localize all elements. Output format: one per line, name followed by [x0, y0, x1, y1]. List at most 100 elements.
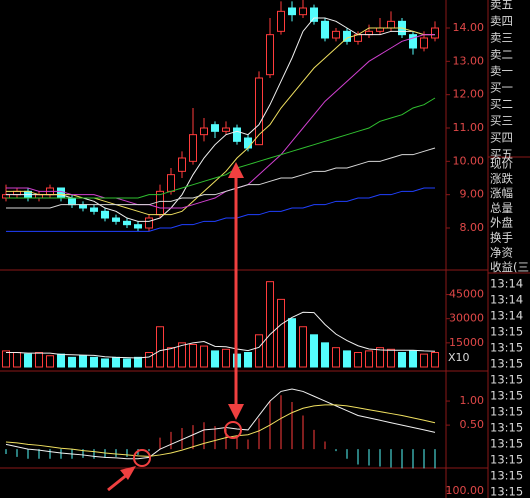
volume-bar — [156, 326, 164, 368]
y-tick-label: 8.00 — [460, 221, 485, 234]
candle-body — [90, 207, 98, 212]
candle-body — [255, 77, 263, 146]
volume-bar — [2, 350, 10, 368]
volume-bar — [409, 350, 417, 368]
info-label: 涨跌 — [490, 171, 513, 185]
quote-label: 买五 — [490, 147, 513, 161]
indicator-line — [6, 27, 435, 216]
time-label: 13:15 — [490, 373, 523, 387]
indicator-line — [6, 97, 436, 199]
quote-label: 买一 — [490, 81, 513, 95]
y-tick-label: 10.00 — [453, 154, 485, 167]
time-label: 13:15 — [490, 421, 523, 435]
candle-body — [277, 10, 285, 32]
volume-bar — [79, 355, 87, 368]
volume-bar — [68, 356, 76, 368]
volume-multiplier: X10 — [448, 351, 470, 364]
volume-bar — [46, 355, 54, 368]
volume-bar — [255, 334, 263, 368]
quote-label: 卖一 — [490, 64, 513, 78]
indicator-line — [6, 187, 435, 232]
time-label: 13:14 — [490, 277, 523, 291]
indicator-line — [6, 34, 435, 209]
volume-bar — [24, 353, 32, 368]
y-tick-label: 45000 — [449, 288, 484, 301]
candle-body — [211, 124, 219, 132]
quote-label: 卖三 — [490, 31, 513, 45]
volume-bar — [244, 352, 252, 368]
candle-body — [332, 30, 340, 39]
candle-body — [112, 217, 120, 222]
candle-body — [343, 30, 351, 42]
time-label: 13:15 — [490, 405, 523, 419]
candle-body — [68, 197, 76, 206]
quote-label: 买四 — [490, 130, 513, 144]
quote-label: 卖四 — [490, 14, 513, 28]
candle-body — [288, 7, 296, 16]
volume-bar — [299, 326, 307, 368]
y-tick-label: 0.50 — [460, 418, 485, 431]
y-tick-label: 12.00 — [453, 88, 485, 101]
candle-body — [200, 127, 208, 136]
y-tick-label: 100.00 — [446, 484, 485, 497]
volume-bar — [387, 348, 395, 368]
time-label: 13:15 — [490, 357, 523, 371]
volume-bar — [13, 352, 21, 368]
time-label: 13:15 — [490, 485, 523, 498]
volume-bar — [112, 356, 120, 368]
candle-body — [123, 220, 131, 226]
y-tick-label: 14.00 — [453, 21, 485, 34]
volume-bar — [277, 298, 285, 368]
annotation-circle — [224, 421, 242, 439]
indicator-line — [6, 311, 436, 359]
quote-label: 买二 — [490, 97, 513, 111]
volume-bar — [57, 353, 65, 368]
info-label: 涨幅 — [490, 186, 513, 200]
volume-bar — [354, 352, 362, 368]
info-label: 外盘 — [490, 216, 513, 230]
indicator-line — [6, 17, 435, 222]
indicator-line — [5, 388, 436, 460]
candle-body — [266, 34, 274, 76]
time-label: 13:15 — [490, 469, 523, 483]
volume-bar — [343, 350, 351, 368]
candle-body — [431, 27, 439, 39]
candle-body — [145, 217, 153, 229]
quote-label: 买三 — [490, 114, 513, 128]
time-label: 13:15 — [490, 437, 523, 451]
volume-bar — [189, 343, 197, 368]
time-label: 13:15 — [490, 389, 523, 403]
time-label: 13:14 — [490, 309, 523, 323]
volume-bar — [420, 353, 428, 368]
arrow-head — [228, 404, 244, 420]
info-label: 总量 — [490, 201, 513, 215]
volume-bar — [101, 358, 109, 368]
volume-bar — [332, 347, 340, 368]
volume-bar — [145, 352, 153, 368]
candle-body — [178, 157, 186, 172]
volume-bar — [376, 347, 384, 368]
volume-bar — [211, 350, 219, 368]
candle-body — [189, 134, 197, 162]
volume-bar — [123, 358, 131, 368]
volume-bar — [365, 350, 373, 368]
info-label: 收益(三) — [490, 260, 530, 274]
volume-bar — [167, 347, 175, 368]
volume-bar — [398, 352, 406, 368]
y-tick-label: 9.00 — [460, 188, 485, 201]
annotation — [107, 162, 244, 492]
y-tick-label: 13.00 — [453, 54, 485, 67]
candle-body — [222, 127, 230, 132]
candle-body — [233, 127, 241, 142]
info-label: 换手 — [490, 231, 513, 245]
time-label: 13:15 — [490, 325, 523, 339]
y-tick-label: 15000 — [449, 336, 484, 349]
volume-bar — [431, 352, 439, 368]
candle-body — [321, 20, 329, 39]
candle-body — [420, 37, 428, 49]
volume-bar — [35, 352, 43, 368]
annotation-circle — [133, 449, 151, 467]
candle-body — [167, 174, 175, 192]
